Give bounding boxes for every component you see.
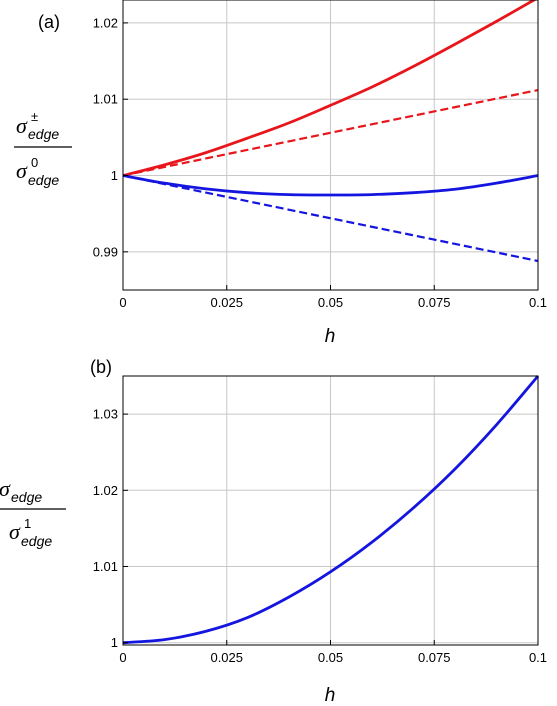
- panel-b-xtick-label: 0.1: [529, 650, 547, 665]
- panel-a-xlabel: h: [325, 326, 336, 347]
- panel-a-xtick-label: 0.05: [318, 295, 343, 310]
- panel-a-xtick-label: 0.1: [529, 295, 547, 310]
- panel-b-ylabel-den-sub: edge: [21, 533, 52, 549]
- panel-a-series-0-red-solid: [122, 0, 537, 177]
- panel-b-ylabel-num-sub: edge: [11, 489, 42, 505]
- panel-b-ylabel: σ edge σ 1 edge: [0, 476, 66, 549]
- panel-b-ytick-label: 1: [111, 635, 118, 650]
- panel-b-label: (b): [90, 357, 112, 377]
- panel-b: (b) 0 0.025 0.05 0.075 0.1 1 1.01 1.02 1.03 h σ …: [0, 357, 547, 706]
- panel-b-xlabel: h: [325, 685, 336, 706]
- panel-a-series-1-red-dashed: [122, 88, 539, 177]
- panel-a-series-2-blue-solid: [122, 174, 539, 197]
- panel-b-ylabel-num-symbol: σ: [0, 476, 11, 501]
- panel-a-series-3-blue-dashed: [122, 174, 539, 263]
- panel-a-label: (a): [38, 12, 60, 32]
- panel-a-xtick-label: 0.075: [418, 295, 451, 310]
- panel-a-series: [122, 0, 539, 263]
- panel-a-grid: [123, 0, 539, 290]
- panel-a: (a) 0 0.025 0.05 0.075 0.1 0.99 1 1.01 1.02 h σ …: [14, 0, 547, 347]
- panel-a-ticks: 0 0.025 0.05 0.075 0.1 0.99 1 1.01 1.02: [93, 15, 547, 310]
- panel-b-ylabel-den-sup: 1: [24, 516, 31, 531]
- panel-b-series-0-blue-solid: [122, 375, 540, 645]
- panel-a-ytick-label: 0.99: [93, 244, 118, 259]
- panel-b-grid: [123, 376, 539, 645]
- panel-a-ylabel-num-symbol: σ: [16, 113, 28, 138]
- panel-b-xtick-label: 0.075: [418, 650, 451, 665]
- panel-a-ylabel-den-sub: edge: [28, 172, 59, 188]
- panel-b-series: [122, 375, 540, 645]
- panel-a-xtick-label: 0.025: [210, 295, 243, 310]
- panel-a-ylabel-num-sub: edge: [28, 126, 59, 142]
- panel-b-ylabel-den-symbol: σ: [9, 519, 21, 544]
- panel-a-ytick-label: 1.01: [93, 92, 118, 107]
- panel-a-ylabel-den-sup: 0: [31, 155, 38, 170]
- panel-a-xtick-label: 0: [119, 295, 126, 310]
- panel-b-ticks: 0 0.025 0.05 0.075 0.1 1 1.01 1.02 1.03: [93, 407, 547, 665]
- panel-b-xtick-label: 0.025: [210, 650, 243, 665]
- panel-b-ytick-label: 1.02: [93, 483, 118, 498]
- panel-b-xtick-label: 0.05: [318, 650, 343, 665]
- panel-b-ytick-label: 1.01: [93, 559, 118, 574]
- panel-a-ytick-label: 1: [111, 168, 118, 183]
- panel-a-ylabel: σ ± edge σ 0 edge: [14, 109, 72, 188]
- panel-b-xtick-label: 0: [119, 650, 126, 665]
- panel-a-ylabel-num-sup: ±: [31, 109, 38, 124]
- panel-b-ytick-label: 1.03: [93, 407, 118, 422]
- panel-a-ytick-label: 1.02: [93, 15, 118, 30]
- panel-a-ylabel-den-symbol: σ: [16, 158, 28, 183]
